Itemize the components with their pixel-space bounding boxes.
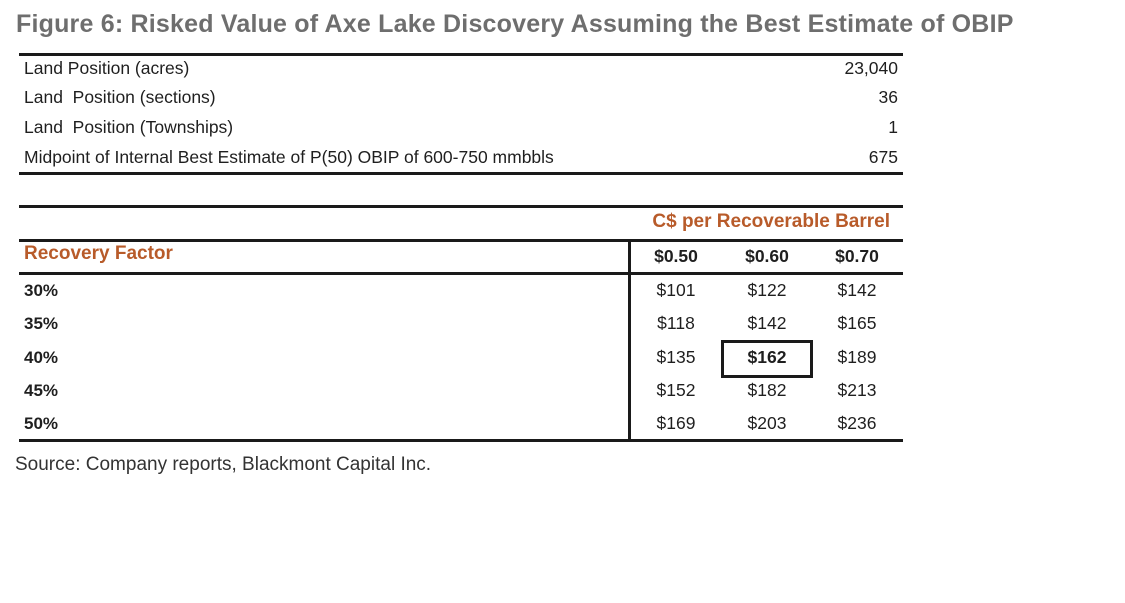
source-note: Source: Company reports, Blackmont Capit… xyxy=(15,454,432,475)
table-cell: $122 xyxy=(747,280,787,300)
recovery-factor-50: 50% xyxy=(24,414,59,433)
table-cell: $203 xyxy=(747,413,787,433)
table-cell: $169 xyxy=(656,413,696,433)
recovery-factor-45: 45% xyxy=(24,381,59,400)
table-cell: $165 xyxy=(837,313,877,333)
land-row-label: Land Position (acres) xyxy=(24,57,190,78)
recovery-factor-35: 35% xyxy=(24,314,59,333)
group-header-cpb: C$ per Recoverable Barrel xyxy=(652,211,890,232)
price-header-050: $0.50 xyxy=(654,246,698,266)
recovery-factor-40: 40% xyxy=(24,348,59,367)
table-cell: $152 xyxy=(656,380,696,400)
table-cell: $135 xyxy=(656,347,696,367)
table-cell: $182 xyxy=(747,380,787,400)
table-cell: $189 xyxy=(837,347,877,367)
value-table-bottom-rule xyxy=(19,439,903,442)
highlight-box xyxy=(721,340,813,378)
land-table-top-rule xyxy=(19,53,903,56)
land-row-value: 23,040 xyxy=(844,57,898,78)
table-cell: $101 xyxy=(656,280,696,300)
land-row-acres: Land Position (acres) 23,040 xyxy=(24,56,898,80)
land-row-label: Midpoint of Internal Best Estimate of P(… xyxy=(24,146,554,167)
group-header-rule xyxy=(19,239,903,242)
recovery-factor-30: 30% xyxy=(24,281,59,300)
value-table-top-rule xyxy=(19,205,903,208)
table-cell: $236 xyxy=(837,413,877,433)
land-row-label: Land Position (Townships) xyxy=(24,116,234,137)
land-row-value: 675 xyxy=(868,146,898,167)
column-header-rule xyxy=(19,272,903,275)
land-row-obip: Midpoint of Internal Best Estimate of P(… xyxy=(24,145,898,169)
land-row-value: 36 xyxy=(878,86,898,107)
table-cell: $213 xyxy=(837,380,877,400)
table-cell: $142 xyxy=(837,280,877,300)
recovery-factor-header: Recovery Factor xyxy=(24,243,173,264)
highlighted-cell: $162 xyxy=(747,347,787,367)
price-header-060: $0.60 xyxy=(745,246,789,266)
table-cell: $142 xyxy=(747,313,787,333)
table-cell: $118 xyxy=(657,313,695,333)
land-row-sections: Land Position (sections) 36 xyxy=(24,85,898,109)
column-divider xyxy=(628,239,631,442)
price-header-070: $0.70 xyxy=(835,246,879,266)
figure-title: Figure 6: Risked Value of Axe Lake Disco… xyxy=(16,10,1014,38)
land-row-value: 1 xyxy=(888,116,898,137)
land-table-bottom-rule xyxy=(19,172,903,175)
land-row-townships: Land Position (Townships) 1 xyxy=(24,115,898,139)
land-row-label: Land Position (sections) xyxy=(24,86,216,107)
